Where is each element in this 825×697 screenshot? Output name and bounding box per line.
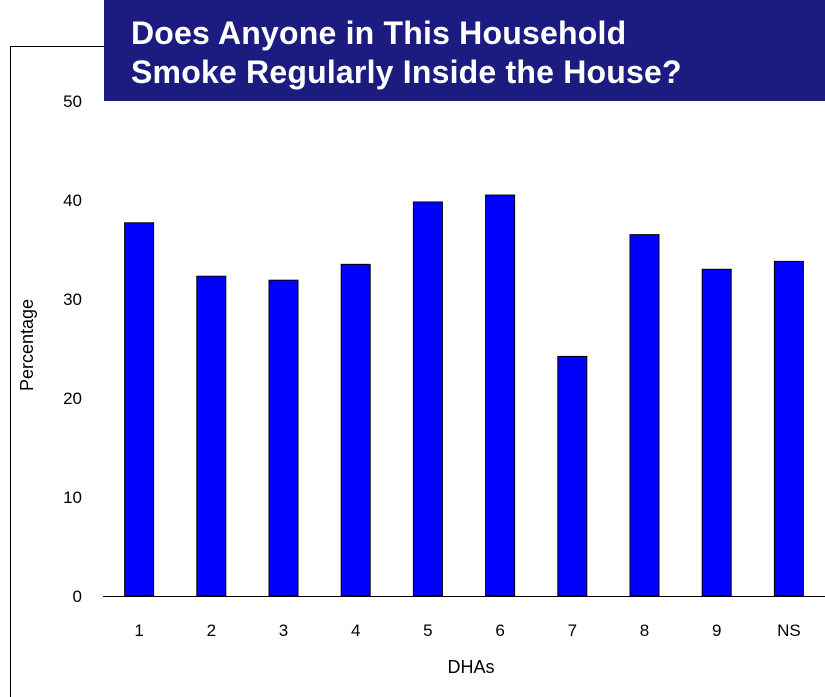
bar: [701, 268, 732, 597]
frame-left-border: [10, 46, 11, 697]
bar: [340, 263, 371, 597]
x-tick-label: NS: [777, 621, 801, 640]
y-tick-label: 50: [63, 92, 82, 111]
frame-top-border: [10, 46, 104, 47]
x-tick-labels: 1 2 3 4 5 6 7 8 9 NS: [134, 621, 800, 640]
y-axis-label: Percentage: [17, 299, 37, 391]
x-tick-label: 4: [351, 621, 360, 640]
chart-title-line-1: Does Anyone in This Household: [131, 15, 627, 51]
x-tick-label: 3: [279, 621, 288, 640]
bar: [773, 260, 804, 597]
y-tick-label: 40: [63, 191, 82, 210]
bar: [557, 355, 588, 597]
bar: [412, 201, 443, 597]
bar: [196, 275, 227, 597]
x-axis-label: DHAs: [447, 657, 494, 677]
y-tick-label: 20: [63, 389, 82, 408]
y-tick-label: 10: [63, 488, 82, 507]
chart-title-banner: Does Anyone in This Household Smoke Regu…: [104, 0, 825, 101]
x-tick-label: 6: [495, 621, 504, 640]
bar: [124, 222, 155, 597]
x-tick-label: 5: [423, 621, 432, 640]
x-tick-label: 8: [640, 621, 649, 640]
y-tick-label: 0: [73, 587, 82, 606]
x-tick-label: 2: [207, 621, 216, 640]
y-tick-label: 30: [63, 290, 82, 309]
bar: [485, 194, 516, 597]
y-tick-labels: 0 10 20 30 40 50: [63, 92, 82, 606]
x-tick-label: 7: [568, 621, 577, 640]
bar: [268, 279, 299, 597]
bar-series: [124, 194, 804, 597]
x-tick-label: 9: [712, 621, 721, 640]
chart-title-line-2: Smoke Regularly Inside the House?: [131, 54, 682, 90]
x-tick-label: 1: [134, 621, 143, 640]
bar: [629, 234, 660, 597]
